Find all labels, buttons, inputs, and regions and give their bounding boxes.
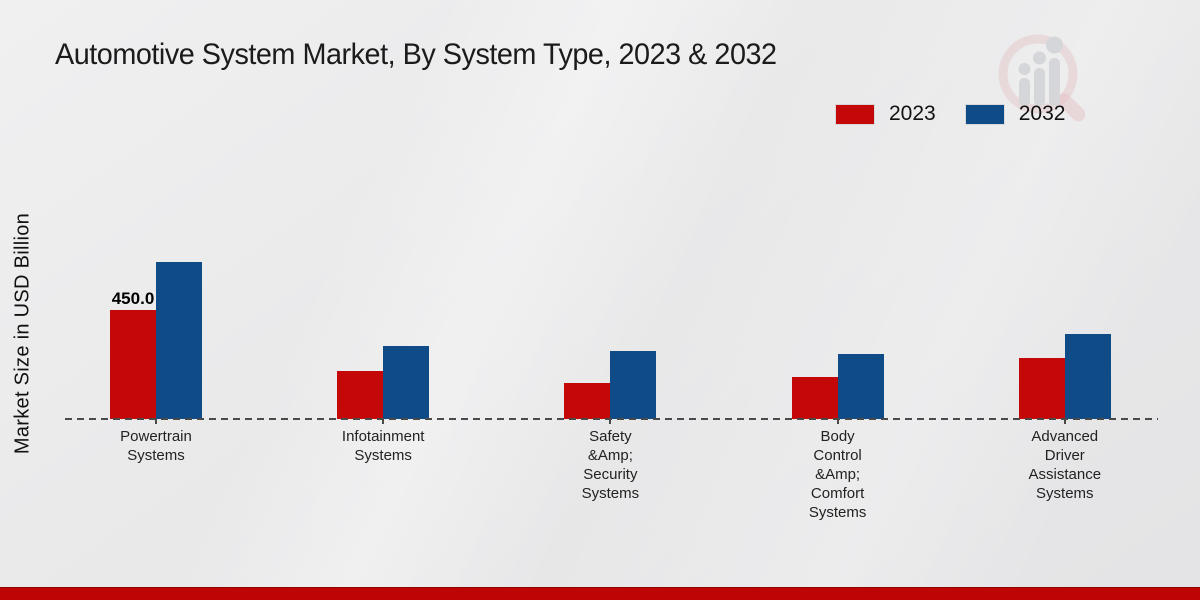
bar-2032-advanced <box>1064 334 1111 419</box>
legend-label-2032: 2032 <box>1018 102 1066 125</box>
x-axis-category-label: Advanced Driver Assistance Systems <box>1028 428 1102 502</box>
legend-swatch-2023 <box>836 104 874 124</box>
bar-2023-safety <box>564 382 611 419</box>
bar-2023-powertrain <box>110 310 156 419</box>
chart-title: Automotive System Market, By System Type… <box>55 38 777 71</box>
legend-item-2023: 2023 <box>836 102 936 126</box>
bar-2023-infotainment <box>337 370 384 419</box>
bar-2032-powertrain <box>156 261 202 419</box>
legend-label-2023: 2023 <box>889 102 936 125</box>
x-axis-category-label: Infotainment Systems <box>341 428 425 464</box>
market-research-magnifier-logo-icon <box>993 28 1086 133</box>
bar-2023-body <box>791 376 838 419</box>
footer-accent-band <box>0 587 1200 600</box>
bar-2032-infotainment <box>383 346 430 419</box>
x-axis-category-label: Powertrain Systems <box>120 428 192 464</box>
x-axis-category-label: Body Control &Amp; Comfort Systems <box>808 428 867 521</box>
legend-swatch-2032 <box>965 104 1004 124</box>
x-axis-tick <box>836 419 839 424</box>
bar-2032-body <box>837 353 884 419</box>
x-axis-dashed-baseline <box>65 418 1158 420</box>
legend: 2023 2032 <box>836 102 1065 126</box>
x-axis-tick <box>1063 419 1066 424</box>
x-axis-tick <box>155 419 157 424</box>
x-axis-tick <box>609 419 612 424</box>
x-axis-category-label: Safety &Amp; Security Systems <box>581 428 640 502</box>
bar-value-label: 450.0 <box>111 289 155 308</box>
legend-item-2032: 2032 <box>965 102 1066 126</box>
x-axis-tick <box>382 419 385 424</box>
bar-2032-safety <box>610 351 657 419</box>
bar-2023-advanced <box>1018 358 1065 419</box>
